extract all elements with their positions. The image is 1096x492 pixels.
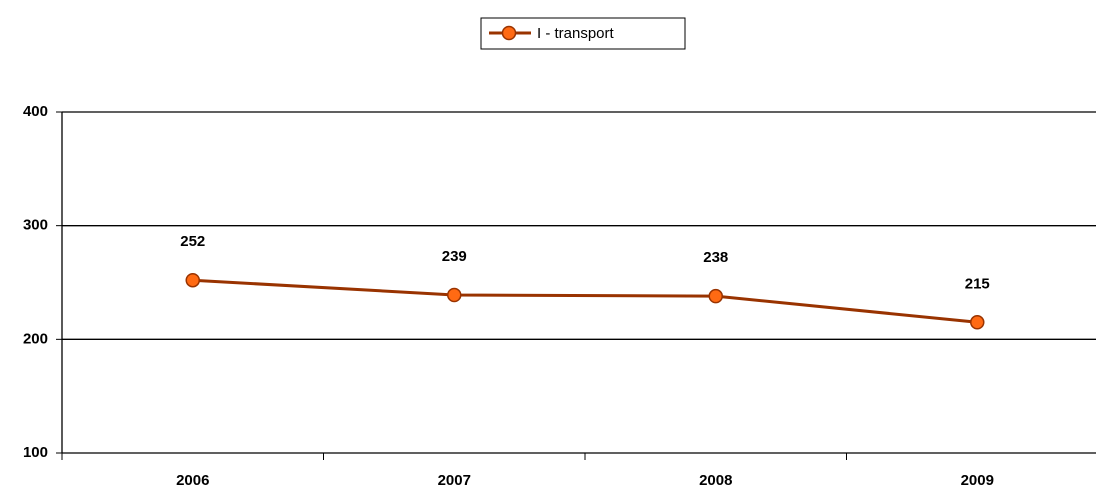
x-tick-label: 2008	[699, 472, 732, 489]
data-label: 215	[965, 275, 990, 292]
legend-marker	[501, 25, 517, 41]
point-marker	[708, 288, 723, 304]
data-label: 238	[703, 249, 728, 266]
data-label: 239	[442, 248, 467, 265]
y-tick-label: 100	[23, 444, 48, 461]
y-tick-label: 200	[23, 330, 48, 347]
legend-label: I - transport	[537, 25, 615, 42]
series-line	[192, 278, 978, 324]
y-tick-label: 400	[23, 103, 48, 120]
point-marker	[185, 272, 200, 288]
point-marker	[970, 315, 985, 330]
x-tick-label: 2007	[438, 472, 471, 489]
data-label: 252	[180, 233, 205, 250]
point-marker	[447, 287, 462, 303]
x-tick-label: 2006	[176, 472, 209, 489]
y-tick-label: 300	[23, 217, 48, 234]
x-tick-label: 2009	[961, 472, 994, 489]
